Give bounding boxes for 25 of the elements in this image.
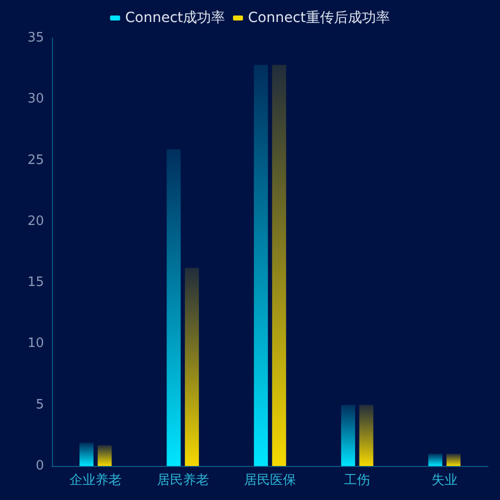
bar	[341, 404, 356, 466]
bar	[98, 445, 112, 466]
y-tick-label: 35	[27, 30, 44, 46]
bar	[359, 404, 374, 466]
y-tick-label: 25	[27, 152, 44, 168]
bar	[80, 442, 94, 466]
x-tick-label: 工伤	[344, 473, 370, 488]
bar	[428, 454, 442, 466]
x-tick-label: 企业养老	[70, 472, 122, 488]
bar	[446, 454, 460, 466]
legend-label: Connect成功率	[125, 10, 226, 26]
bar	[166, 149, 181, 466]
y-tick-label: 30	[27, 92, 44, 107]
y-tick-label: 10	[27, 336, 44, 352]
bar	[272, 64, 286, 466]
y-tick-label: 20	[27, 214, 44, 229]
y-tick-label: 15	[27, 275, 44, 290]
y-tick-label: 5	[36, 397, 44, 412]
x-tick-label: 居民医保	[244, 473, 296, 488]
bar	[184, 268, 199, 466]
bar	[254, 64, 268, 466]
y-tick-label: 0	[36, 458, 44, 474]
legend-label: Connect重传后成功率	[248, 10, 390, 26]
x-tick-label: 失业	[431, 473, 458, 488]
x-tick-label: 居民养老	[156, 472, 209, 488]
